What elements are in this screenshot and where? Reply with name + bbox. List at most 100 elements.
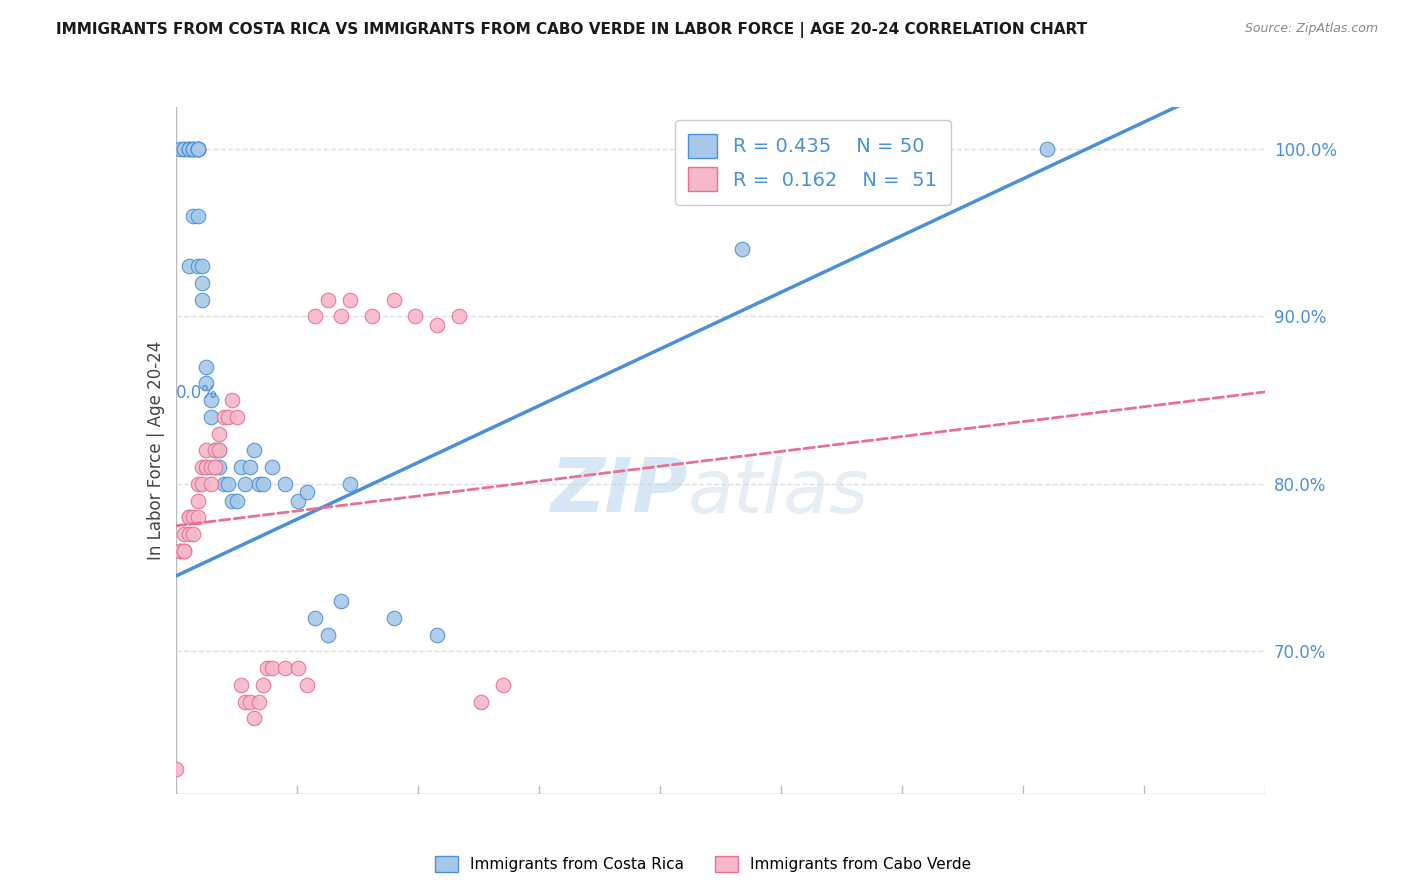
Point [225, 409, 247, 424]
Point [231, 678, 253, 692]
Point [200, 393, 222, 408]
Point [191, 276, 214, 290]
Legend: R = 0.435    N = 50, R =  0.162    N =  51: R = 0.435 N = 50, R = 0.162 N = 51 [675, 120, 950, 204]
Point [330, 594, 353, 608]
Text: IMMIGRANTS FROM COSTA RICA VS IMMIGRANTS FROM CABO VERDE IN LABOR FORCE | AGE 20: IMMIGRANTS FROM COSTA RICA VS IMMIGRANTS… [56, 22, 1087, 38]
Point [426, 628, 449, 642]
Point [177, 527, 200, 541]
Point [252, 477, 274, 491]
Point [208, 443, 231, 458]
Point [243, 443, 266, 458]
Point [212, 409, 235, 424]
Point [195, 376, 218, 391]
Point [195, 460, 218, 475]
Point [204, 460, 226, 475]
Point [405, 310, 427, 324]
Point [186, 510, 209, 524]
Point [221, 393, 243, 408]
Point [274, 477, 297, 491]
Point [169, 142, 191, 156]
Point [217, 477, 239, 491]
Point [204, 443, 226, 458]
Point [252, 678, 274, 692]
Point [243, 711, 266, 725]
Point [186, 209, 209, 223]
Point [200, 409, 222, 424]
Point [173, 142, 195, 156]
Point [173, 142, 195, 156]
Point [426, 318, 449, 332]
Point [304, 310, 326, 324]
Point [177, 142, 200, 156]
Point [177, 510, 200, 524]
Point [195, 443, 218, 458]
Text: Source: ZipAtlas.com: Source: ZipAtlas.com [1244, 22, 1378, 36]
Point [339, 293, 361, 307]
Point [212, 477, 235, 491]
Point [247, 477, 270, 491]
Point [191, 259, 214, 273]
Point [177, 259, 200, 273]
Point [191, 293, 214, 307]
Point [208, 426, 231, 441]
Point [231, 460, 253, 475]
Point [186, 493, 209, 508]
Point [173, 544, 195, 558]
Point [731, 243, 754, 257]
Point [181, 142, 204, 156]
Point [235, 695, 257, 709]
Point [447, 310, 470, 324]
Point [382, 293, 405, 307]
Point [239, 460, 262, 475]
Point [330, 310, 353, 324]
Point [177, 142, 200, 156]
Legend: Immigrants from Costa Rica, Immigrants from Cabo Verde: Immigrants from Costa Rica, Immigrants f… [427, 848, 979, 880]
Point [195, 460, 218, 475]
Point [169, 544, 191, 558]
Point [239, 695, 262, 709]
Point [200, 477, 222, 491]
Text: ZIP: ZIP [551, 455, 688, 528]
Point [208, 443, 231, 458]
Text: atlas: atlas [688, 456, 869, 528]
Point [247, 695, 270, 709]
Point [256, 661, 278, 675]
Point [173, 527, 195, 541]
Point [204, 460, 226, 475]
Point [181, 142, 204, 156]
Point [165, 762, 187, 776]
Point [181, 510, 204, 524]
Point [186, 142, 209, 156]
Point [1036, 142, 1059, 156]
Point [492, 678, 515, 692]
Point [235, 477, 257, 491]
Point [186, 259, 209, 273]
Point [225, 493, 247, 508]
Point [204, 443, 226, 458]
Point [181, 142, 204, 156]
Point [360, 310, 382, 324]
Point [217, 409, 239, 424]
Point [287, 661, 309, 675]
Point [186, 142, 209, 156]
Point [295, 678, 318, 692]
Point [339, 477, 361, 491]
Point [318, 293, 340, 307]
Point [470, 695, 492, 709]
Point [318, 628, 340, 642]
Point [191, 477, 214, 491]
Point [181, 527, 204, 541]
Point [177, 510, 200, 524]
Point [200, 460, 222, 475]
Point [173, 544, 195, 558]
Point [181, 209, 204, 223]
Point [186, 142, 209, 156]
Point [169, 544, 191, 558]
Point [260, 460, 283, 475]
Point [260, 661, 283, 675]
Point [191, 460, 214, 475]
Point [287, 493, 309, 508]
Point [221, 493, 243, 508]
Point [208, 460, 231, 475]
Point [186, 142, 209, 156]
